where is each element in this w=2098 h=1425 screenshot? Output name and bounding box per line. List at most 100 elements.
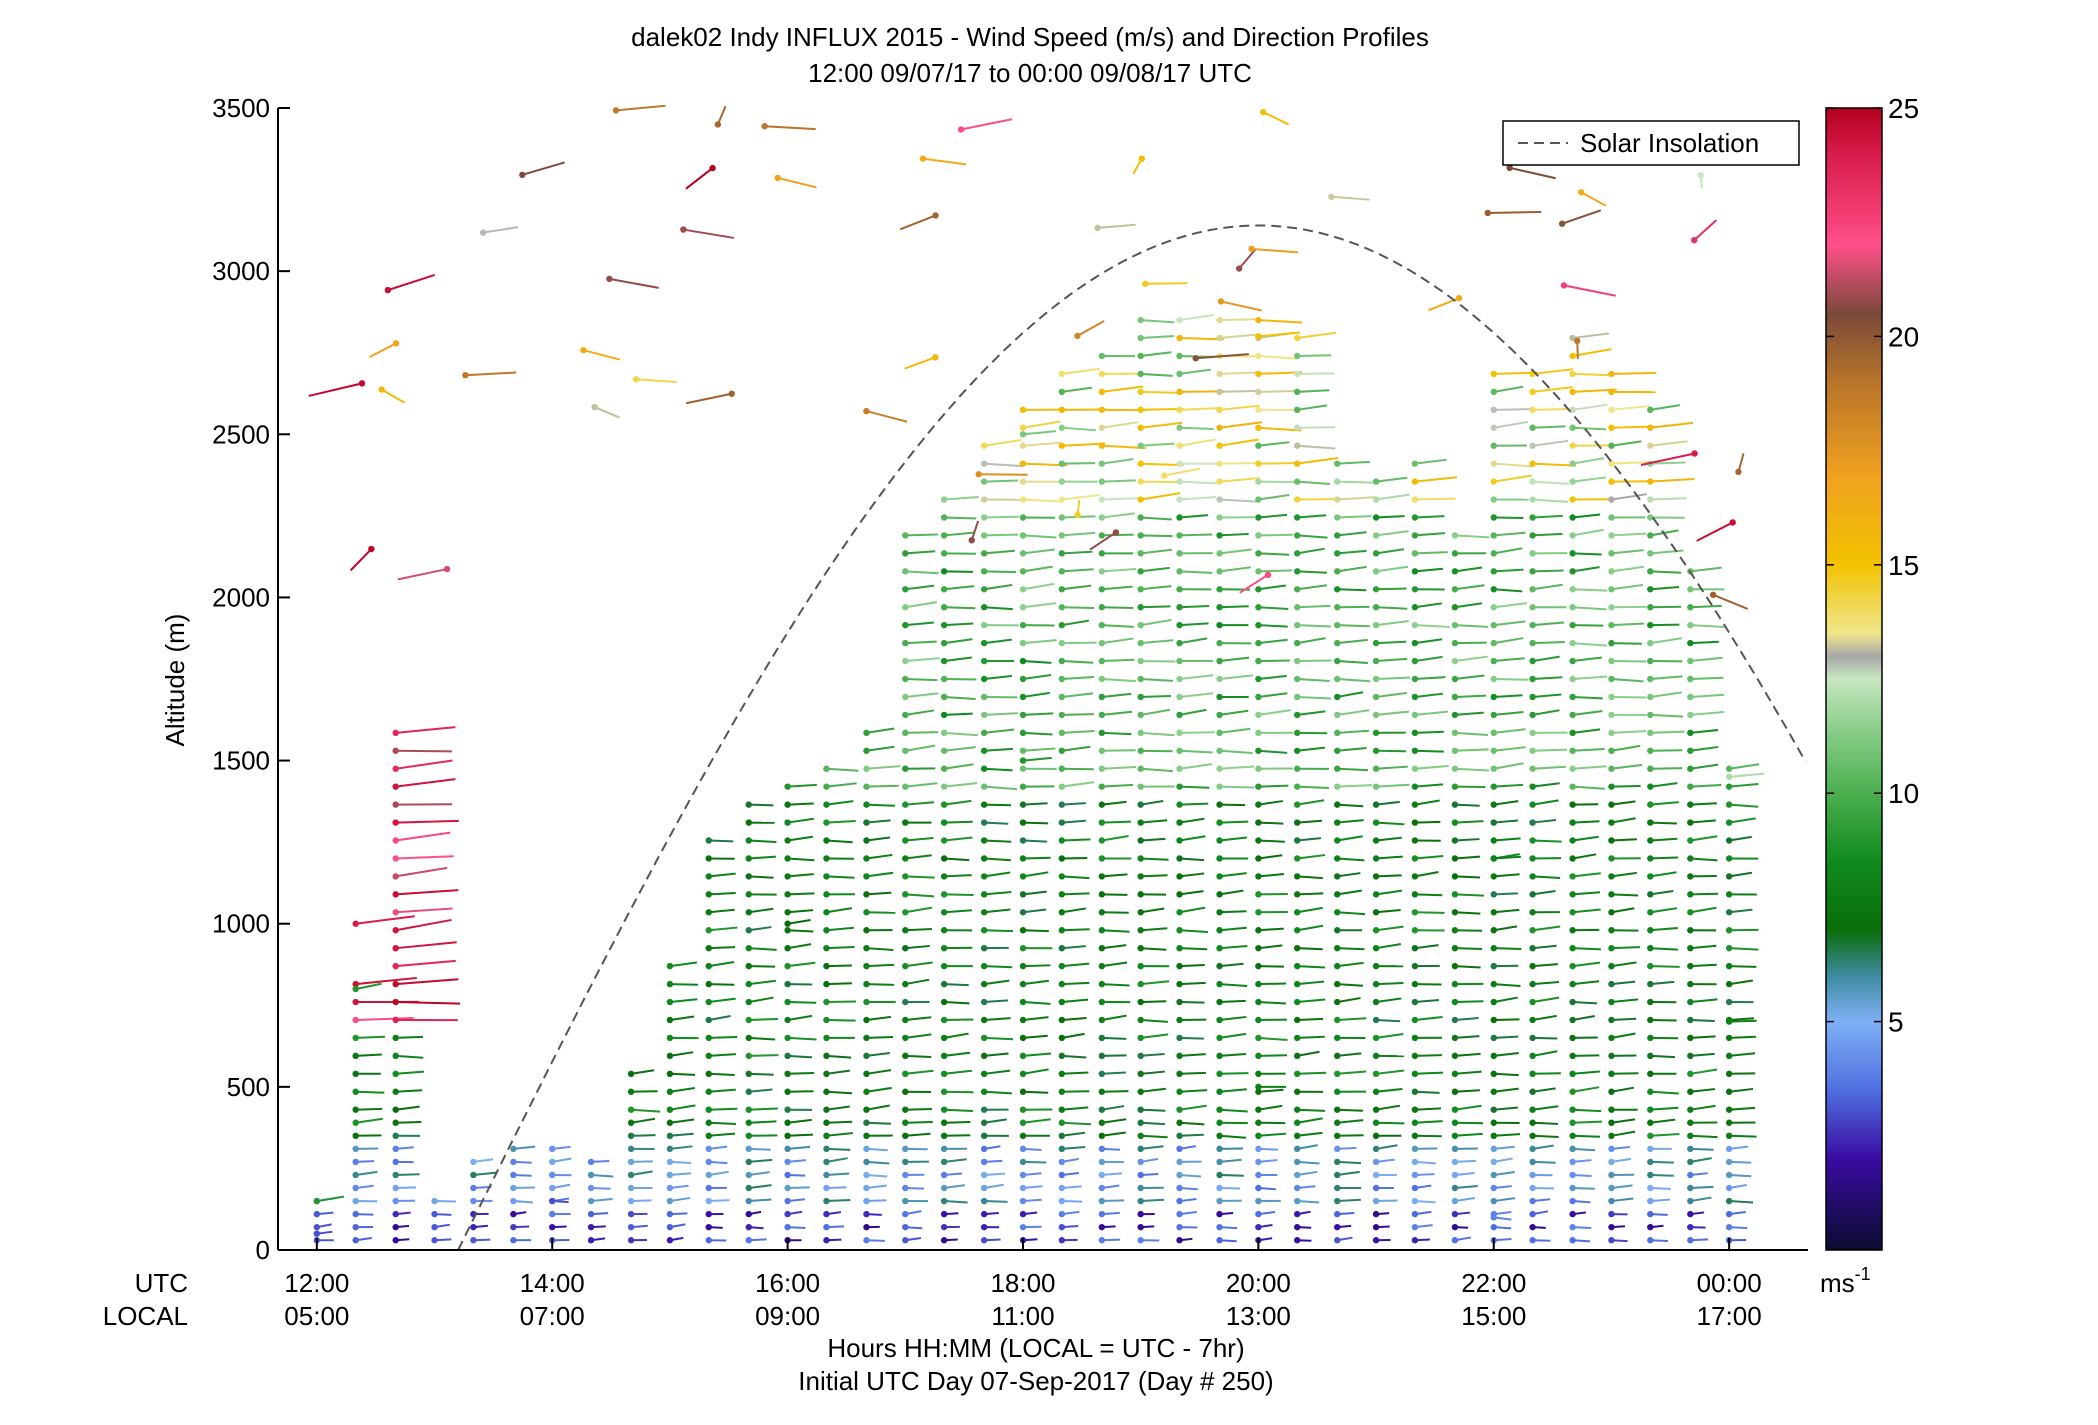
wind-barb-dot	[352, 985, 359, 993]
wind-barb-shaft	[1376, 676, 1411, 680]
wind-barb-dot	[392, 1158, 399, 1166]
wind-barb-dot	[1216, 837, 1223, 844]
wind-barb-dot	[902, 711, 909, 719]
wind-barb-dot	[1334, 998, 1341, 1006]
wind-barb-dot	[1098, 370, 1106, 378]
wind-barb-shaft	[1337, 729, 1370, 734]
wind-barb-dot	[1687, 962, 1694, 970]
wind-barb-dot	[980, 514, 988, 521]
wind-barb-dot	[919, 155, 927, 162]
wind-barb-dot	[1687, 1106, 1694, 1113]
wind-barb-dot	[1176, 1106, 1183, 1113]
wind-barb-shaft	[905, 1132, 931, 1137]
wind-barb-dot	[1569, 1070, 1576, 1078]
wind-barb-dot	[1137, 962, 1144, 970]
wind-barb-shaft	[944, 656, 972, 663]
wind-barb-dot	[470, 1158, 477, 1166]
wind-barb-shaft	[1179, 1173, 1202, 1178]
wind-barb-dot	[980, 1106, 988, 1113]
wind-barb-dot	[1294, 962, 1301, 970]
wind-barb-shaft	[1179, 622, 1209, 627]
wind-barb-dot	[1255, 333, 1262, 340]
wind-barb-dot	[1490, 783, 1497, 790]
wind-barb-shaft	[1337, 872, 1361, 878]
wind-barb-shaft	[1219, 765, 1255, 770]
wind-barb-dot	[1451, 819, 1459, 826]
wind-barb-shaft	[787, 1071, 815, 1075]
wind-barb-shaft	[1572, 1120, 1603, 1124]
wind-barb-dot	[902, 1106, 909, 1113]
wind-barb-dot	[745, 1145, 752, 1153]
wind-barb-shaft	[984, 606, 1013, 611]
wind-barb-dot	[1529, 1052, 1536, 1060]
wind-barb-dot	[1235, 265, 1243, 272]
wind-barb-shaft	[669, 1051, 694, 1057]
wind-barb-dot	[1019, 675, 1027, 683]
wind-barb-shaft	[1414, 476, 1458, 483]
wind-barb-shaft	[1572, 728, 1601, 734]
wind-barb-dot	[1216, 478, 1223, 485]
wind-barb-dot	[1176, 1223, 1183, 1231]
wind-barb-dot	[1687, 1070, 1694, 1078]
wind-barb-shaft	[1414, 730, 1444, 734]
wind-barb-dot	[1687, 1052, 1694, 1060]
wind-barb-shaft	[669, 1145, 693, 1150]
wind-barb-dot	[1490, 962, 1497, 970]
wind-barb-dot	[1451, 873, 1459, 880]
wind-barb-dot	[1529, 998, 1536, 1006]
wind-barb-dot	[1490, 729, 1497, 737]
wind-barb-dot	[1019, 621, 1027, 629]
wind-barb-shaft	[1258, 513, 1288, 519]
wind-barb-dot	[745, 1119, 752, 1126]
x-tick-label-utc: 20:00	[1226, 1268, 1291, 1298]
wind-barb-shaft	[708, 908, 735, 914]
wind-barb-dot	[1490, 621, 1497, 629]
wind-barb-dot	[1334, 1223, 1341, 1231]
wind-barb-dot	[1176, 711, 1183, 719]
wind-barb-dot	[1294, 1132, 1301, 1140]
wind-barb-dot	[352, 920, 359, 927]
y-tick-label: 2500	[212, 419, 270, 449]
wind-barb-shaft	[1572, 695, 1603, 700]
wind-barb-shaft	[1454, 911, 1481, 915]
wind-barb-dot	[1137, 639, 1144, 647]
wind-barb-dot	[1098, 1016, 1106, 1024]
wind-barb-dot	[510, 1145, 517, 1153]
wind-barb-dot	[1216, 568, 1223, 575]
wind-barb-dot	[1411, 693, 1419, 701]
wind-barb-shaft	[905, 1107, 932, 1111]
wind-barb-dot	[1058, 1070, 1066, 1078]
wind-barb-dot	[863, 1106, 870, 1113]
wind-barb-dot	[1529, 891, 1536, 898]
wind-barb-dot	[1260, 108, 1267, 116]
wind-barb-dot	[1019, 460, 1027, 467]
wind-barb-shaft	[1493, 996, 1518, 1004]
wind-barb-dot	[1687, 1197, 1694, 1205]
wind-barb-dot	[1216, 909, 1223, 916]
wind-barb-dot	[1058, 944, 1066, 952]
wind-barb-shaft	[1297, 637, 1326, 645]
wind-barb-dot	[352, 1171, 359, 1179]
wind-barb-dot	[1058, 424, 1066, 431]
wind-barb-shaft	[1089, 531, 1117, 551]
wind-barb-dot	[1019, 837, 1027, 844]
wind-barb-dot	[1019, 1052, 1027, 1060]
wind-barb-dot	[823, 819, 830, 826]
wind-barb-shaft	[1650, 947, 1678, 951]
wind-barb-shaft	[1297, 906, 1323, 914]
wind-barb-dot	[1529, 693, 1536, 701]
wind-barb-dot	[1411, 1171, 1419, 1179]
wind-barb-dot	[1176, 334, 1183, 342]
wind-barb-shaft	[978, 473, 1028, 476]
wind-barb-dot	[705, 1106, 712, 1113]
wind-barb-dot	[1294, 944, 1301, 952]
wind-barb-dot	[1411, 873, 1419, 880]
wind-barb-shaft	[1572, 1054, 1600, 1057]
wind-barb-dot	[1569, 909, 1576, 916]
wind-barb-dot	[1490, 1016, 1497, 1024]
wind-barb-shaft	[1572, 765, 1607, 770]
wind-barb-dot	[1137, 406, 1144, 414]
wind-barb-shaft	[1140, 1087, 1167, 1093]
wind-barb-shaft	[787, 1036, 817, 1041]
wind-barb-dot	[587, 1237, 595, 1244]
